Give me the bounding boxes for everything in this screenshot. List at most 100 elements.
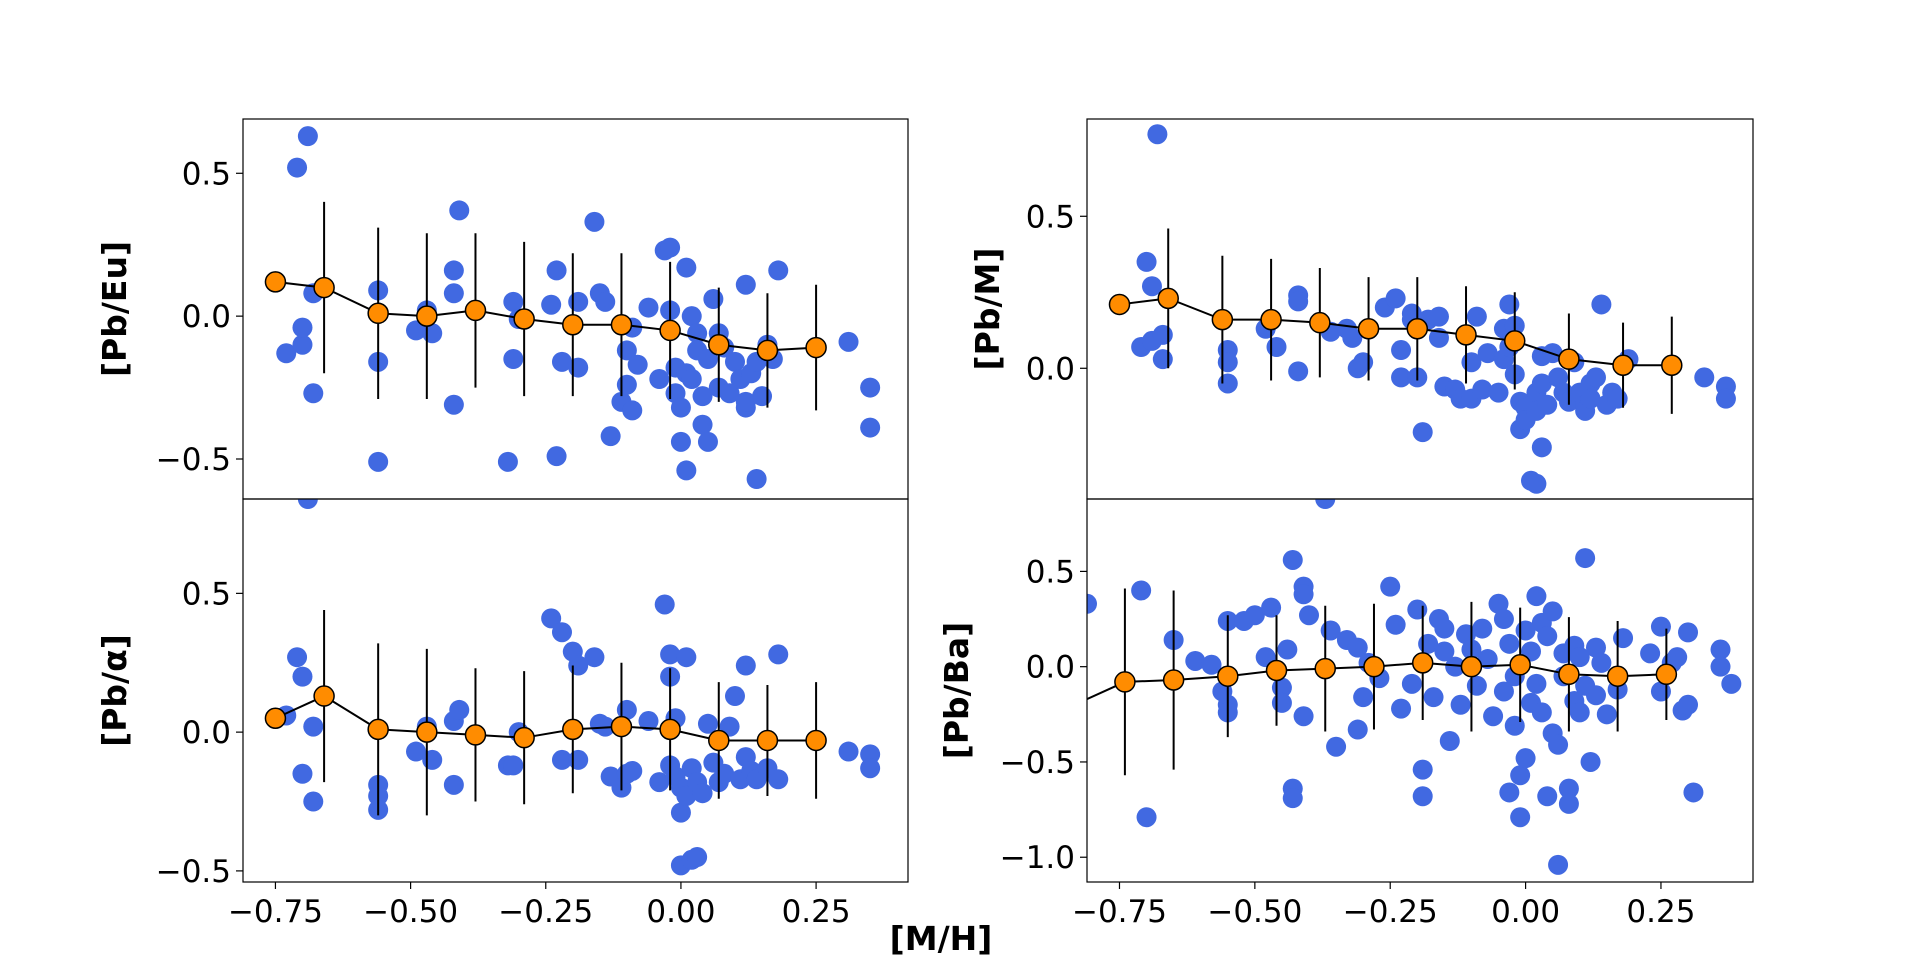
star-point [1293, 706, 1314, 727]
star-point [676, 257, 697, 278]
bin-mean-point [659, 718, 681, 741]
star-point [670, 397, 691, 418]
star-point [1715, 388, 1736, 409]
bin-mean-point [610, 313, 633, 336]
star-point [735, 655, 756, 676]
star-point [1152, 324, 1173, 345]
star-point [449, 699, 470, 720]
star-point [1244, 605, 1265, 626]
bin-mean-point [756, 339, 779, 362]
star-point [292, 317, 313, 338]
star-point [638, 711, 659, 732]
star-point [638, 297, 659, 318]
star-point [724, 686, 745, 707]
star-point [568, 749, 589, 770]
star-point [1499, 294, 1520, 315]
star-point [1391, 340, 1412, 361]
star-point [276, 343, 297, 364]
bin-mean-point [264, 271, 287, 293]
star-point [627, 354, 648, 375]
bin-mean-point [1606, 665, 1629, 687]
star-point [1531, 437, 1552, 458]
star-point [1580, 388, 1601, 409]
star-point [1667, 647, 1688, 668]
star-point [568, 357, 589, 378]
star-point [1217, 352, 1238, 373]
star-point [443, 394, 464, 415]
star-point [1510, 765, 1531, 786]
star-point [1217, 373, 1238, 394]
star-point [546, 446, 567, 467]
star-point [368, 451, 389, 472]
star-point [1678, 622, 1699, 643]
bin-mean-point [1460, 655, 1483, 678]
star-point [551, 351, 572, 372]
star-point [1537, 394, 1558, 415]
bin-mean-point [562, 313, 584, 336]
x-tick-label: −0.75 [1072, 894, 1167, 930]
star-point [1575, 548, 1596, 569]
bin-mean-point [708, 729, 730, 752]
bin-mean-point [1265, 659, 1288, 682]
star-point [1347, 637, 1368, 658]
star-point [1412, 759, 1433, 780]
star-point [687, 847, 708, 868]
bin-mean-point [513, 308, 535, 330]
y-axis-label: [Pb/α] [95, 634, 134, 747]
bin-mean-point [1260, 308, 1282, 331]
star-point [1591, 652, 1612, 673]
star-point [687, 323, 708, 344]
star-point [1548, 854, 1569, 875]
star-point [838, 331, 859, 352]
star-point [541, 294, 562, 315]
star-point [1385, 288, 1406, 309]
star-point [297, 499, 318, 509]
x-tick-label: 0.25 [782, 894, 851, 930]
star-point [406, 741, 427, 762]
star-point [681, 306, 702, 327]
bin-mean-point [1509, 654, 1531, 676]
y-tick-label: 0.5 [182, 156, 231, 192]
star-point [497, 451, 518, 472]
panel-pb_eu: 0.5 0.0 −0.5 [Pb/Eu] [95, 118, 909, 500]
star-point [1407, 599, 1428, 620]
star-point [292, 763, 313, 784]
bin-mean-point [562, 718, 584, 741]
y-tick-label: 0.5 [1026, 554, 1075, 590]
star-point [1266, 337, 1287, 357]
star-point [443, 774, 464, 795]
star-point [649, 772, 670, 793]
bin-mean-point [1217, 665, 1239, 687]
panel-pb_m: 0.5 0.0 [Pb/M] [968, 118, 1754, 500]
star-point [670, 802, 691, 823]
bin-mean-point [264, 707, 287, 730]
star-point [1450, 694, 1471, 715]
star-point [1391, 698, 1412, 719]
y-tick-label: −1.0 [1000, 840, 1075, 876]
bin-mean-point [1309, 311, 1331, 334]
panels: 0.5 0.0 −0.5 [Pb/Eu] 0.5 0.0 [Pb/M] 0.5 0.0 −0.5 −… [95, 118, 1754, 930]
star-point [1288, 291, 1309, 312]
star-point [1445, 656, 1466, 677]
star-point [1412, 786, 1433, 807]
star-point [1493, 681, 1514, 702]
star-point [551, 749, 572, 770]
star-point [1342, 327, 1363, 348]
bin-mean-point [1455, 324, 1477, 346]
star-point [1391, 367, 1412, 388]
bin-mean-point [1363, 655, 1385, 678]
plot-frame [242, 498, 909, 883]
y-tick-label: 0.5 [1026, 199, 1075, 235]
bin-mean-point [1411, 652, 1434, 674]
star-point [1504, 715, 1525, 736]
star-point [1299, 605, 1319, 626]
star-point [1488, 593, 1509, 614]
star-point [660, 237, 681, 258]
star-point [1710, 656, 1731, 677]
star-point [292, 666, 313, 687]
star-point [838, 741, 859, 762]
star-point [1526, 586, 1547, 607]
y-tick-label: −0.5 [1000, 745, 1075, 781]
star-point [584, 211, 605, 232]
